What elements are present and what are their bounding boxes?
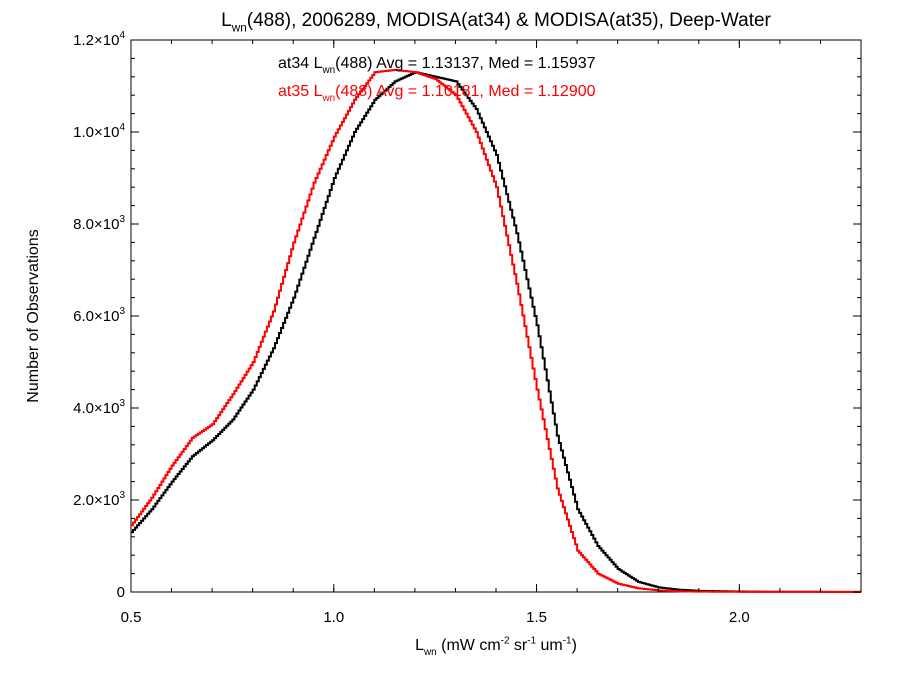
y-axis-ticks: 02.0×1034.0×1036.0×1038.0×1031.0×1041.2×… — [73, 30, 861, 601]
y-tick-mantissa: 8.0×10 — [73, 216, 119, 233]
text-part: L — [415, 637, 424, 654]
text-part: wn — [423, 647, 437, 658]
text-part: (mW cm — [437, 637, 501, 654]
text-part: ) — [572, 637, 577, 654]
text-part: (488), 2006289, MODISA(at34) & MODISA(at… — [247, 10, 772, 31]
chart-title: Lwn(488), 2006289, MODISA(at34) & MODISA… — [221, 10, 771, 35]
text-part: L — [221, 10, 232, 31]
y-tick-exponent: 4 — [119, 122, 125, 133]
text-part: wn — [321, 93, 335, 104]
x-tick-label: 2.0 — [729, 609, 750, 626]
x-tick-label: 0.5 — [121, 609, 142, 626]
series-line-at34 — [131, 71, 861, 593]
y-tick-mantissa: 4.0×10 — [73, 400, 119, 417]
text-part: at34 L — [278, 55, 323, 72]
y-tick-mantissa: 6.0×10 — [73, 308, 119, 325]
y-tick-exponent: 4 — [119, 30, 125, 41]
y-tick-exponent: 3 — [119, 306, 125, 317]
plot-frame — [130, 39, 862, 593]
y-tick-exponent: 3 — [119, 490, 125, 501]
y-tick-label: 2.0×103 — [73, 490, 125, 509]
text-part: (488) Avg = 1.10181, Med = 1.12900 — [335, 83, 595, 100]
annotation-2: at35 Lwn(488) Avg = 1.10181, Med = 1.129… — [278, 83, 596, 104]
text-part: at35 L — [278, 83, 323, 100]
x-tick-label: 1.0 — [323, 609, 344, 626]
text-part: sr — [509, 637, 527, 654]
y-tick-mantissa: 0 — [117, 584, 125, 601]
text-part: -1 — [563, 635, 572, 646]
annotation-1: at34 Lwn(488) Avg = 1.13137, Med = 1.159… — [278, 55, 596, 76]
y-tick-label: 1.0×104 — [73, 122, 125, 141]
y-tick-exponent: 3 — [119, 214, 125, 225]
y-tick-label: 6.0×103 — [73, 306, 125, 325]
text-part: (488) Avg = 1.13137, Med = 1.15937 — [335, 55, 595, 72]
y-tick-label: 0 — [117, 584, 125, 601]
y-tick-exponent: 3 — [119, 398, 125, 409]
y-tick-mantissa: 1.0×10 — [73, 124, 119, 141]
text-part: -1 — [527, 635, 536, 646]
x-tick-label: 1.5 — [526, 609, 547, 626]
text-part: wn — [321, 65, 335, 76]
x-axis-label: Lwn (mW cm-2 sr-1 um-1) — [415, 635, 577, 658]
y-tick-label: 4.0×103 — [73, 398, 125, 417]
x-axis-ticks: 0.5 1.0 1.5 2.0 — [121, 40, 862, 626]
series-line-at35 — [131, 68, 861, 593]
annotations: at34 Lwn(488) Avg = 1.13137, Med = 1.159… — [278, 55, 596, 104]
text-part: wn — [231, 22, 247, 35]
plot-area — [130, 39, 862, 593]
y-tick-mantissa: 2.0×10 — [73, 492, 119, 509]
text-part: um — [536, 637, 563, 654]
y-tick-label: 8.0×103 — [73, 214, 125, 233]
y-axis-label: Number of Observations — [25, 229, 42, 402]
y-tick-label: 1.2×104 — [73, 30, 125, 49]
text-part: -2 — [501, 635, 510, 646]
y-tick-mantissa: 1.2×10 — [73, 32, 119, 49]
